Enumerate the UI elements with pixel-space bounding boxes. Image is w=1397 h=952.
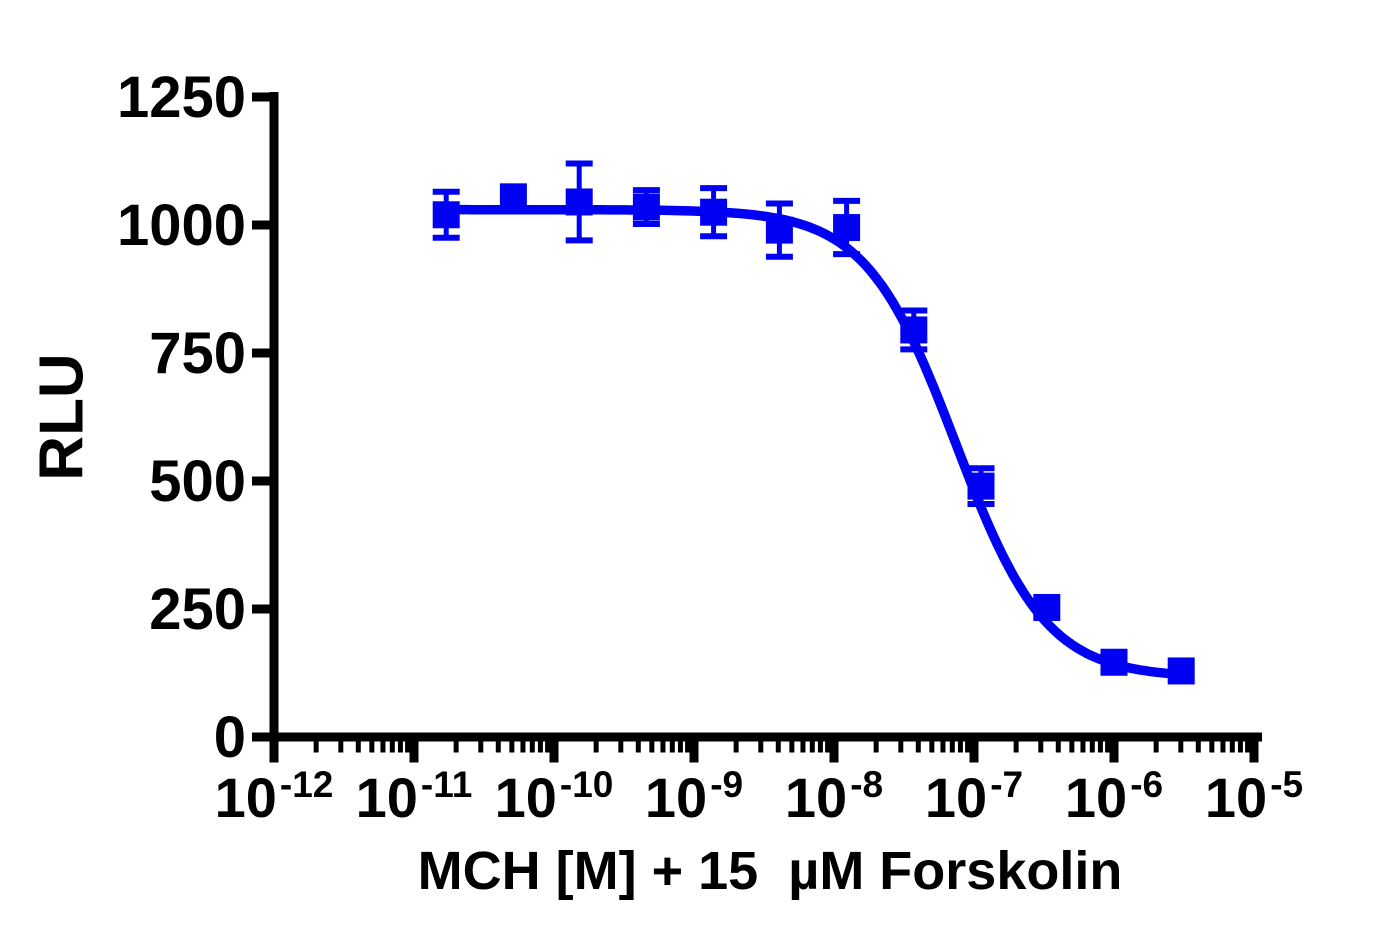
y-tick-label: 1000 [117,193,246,258]
x-tick-label: 10-10 [495,764,614,829]
x-tick-label: 10-5 [1205,764,1303,829]
y-tick-label: 750 [149,321,246,386]
fit-curve [441,204,1186,680]
x-tick-label: 10-12 [215,764,334,829]
data-point-marker [565,188,593,216]
data-point-marker [833,214,861,242]
data-point-marker [700,198,728,226]
y-tick-label: 500 [149,449,246,514]
data-point-marker [967,472,995,500]
data-point-marker [1033,593,1061,621]
y-tick-label: 250 [149,577,246,642]
y-tick-label: 1250 [117,65,246,130]
data-point-marker [432,201,460,229]
data-point-marker [765,216,793,244]
x-tick-label: 10-6 [1065,764,1163,829]
data-point-marker [1100,648,1128,676]
x-tick-label: 10-7 [925,764,1023,829]
x-tick-label: 10-8 [785,764,883,829]
data-point-marker [632,193,660,221]
data-point-marker [499,183,527,211]
y-axis-title: RLU [27,353,97,481]
x-tick-label: 10-11 [356,764,473,829]
y-tick-label: 0 [214,705,246,770]
x-axis-title: MCH [M] + 15 µM Forskolin [417,841,1123,901]
x-tick-label: 10-9 [645,764,743,829]
data-point-marker [900,316,928,344]
data-point-marker [1167,657,1195,685]
